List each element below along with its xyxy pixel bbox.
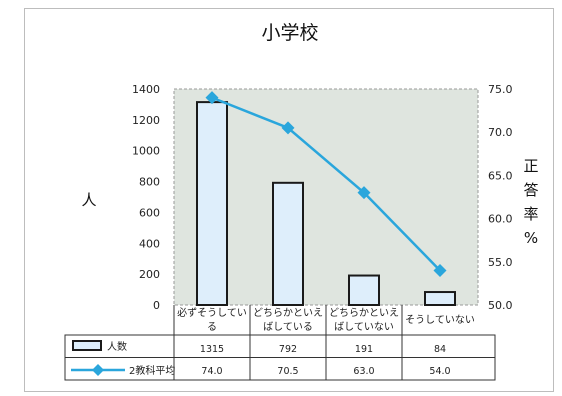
line-point-3 [357, 186, 371, 200]
y-right-tick-label: 65.0 [488, 169, 513, 182]
legend-key-marker [92, 364, 104, 376]
legend-label-2kyouka: 2教科平均 [129, 364, 175, 377]
line-point-2 [281, 121, 295, 135]
y-right-tick-label: 55.0 [488, 256, 513, 269]
data-label-2kyouka: 74.0 [201, 366, 222, 377]
bar-4 [424, 291, 456, 307]
data-label-ninzu: 792 [279, 344, 297, 355]
y-left-axis-label: 人 [81, 191, 96, 209]
y-right-tick-label: 70.0 [488, 126, 513, 139]
bar-1 [196, 101, 228, 306]
y-right-tick-label: 50.0 [488, 299, 513, 312]
legend-key-bar [72, 340, 102, 351]
x-category-label: そうしていない [405, 314, 475, 326]
y-right-tick-label: 75.0 [488, 83, 513, 96]
x-category-label: どちらかといえ [253, 307, 323, 319]
bar-3 [348, 274, 380, 307]
bar-2 [272, 181, 304, 306]
y-right-axis-label-char: 率 [523, 205, 538, 223]
data-label-2kyouka: 54.0 [429, 366, 450, 377]
x-category-label: 必ずそうしてい [177, 306, 247, 319]
chart: 小学校 0 200 400 600 800 1000 1200 1400 50.0 55.0 60.0… [64, 22, 539, 381]
data-label-ninzu: 84 [434, 344, 446, 355]
line-point-1 [205, 91, 219, 105]
x-category-label: ばしている [263, 321, 313, 333]
chart-frame: 小学校 0 200 400 600 800 1000 1200 1400 50.0 55.0 60.0… [24, 8, 554, 392]
y-left-tick-label: 800 [139, 176, 160, 189]
y-left-tick-label: 1000 [132, 145, 160, 158]
y-left-tick-label: 0 [153, 299, 160, 312]
data-label-ninzu: 191 [355, 344, 373, 355]
data-label-ninzu: 1315 [200, 344, 224, 355]
y-left-tick-label: 1400 [132, 83, 160, 96]
x-category-label: ばしていない [334, 321, 394, 333]
line-point-4 [433, 263, 447, 277]
data-label-2kyouka: 70.5 [277, 366, 298, 377]
y-right-axis-label-char: 答 [523, 181, 538, 199]
line-series-2kyouka [211, 96, 441, 272]
x-category-label: る [207, 321, 217, 333]
y-right-tick-label: 60.0 [488, 213, 513, 226]
x-category-label: どちらかといえ [329, 307, 399, 319]
data-label-2kyouka: 63.0 [353, 366, 374, 377]
y-left-tick-label: 600 [139, 206, 160, 219]
y-left-tick-label: 200 [139, 268, 160, 281]
y-right-axis-label-char: % [524, 229, 538, 247]
legend-label-ninzu: 人数 [107, 340, 127, 353]
chart-title: 小学校 [261, 22, 318, 44]
y-left-tick-label: 1200 [132, 114, 160, 127]
y-left-tick-label: 400 [139, 237, 160, 250]
y-right-axis-label-char: 正 [523, 157, 538, 175]
